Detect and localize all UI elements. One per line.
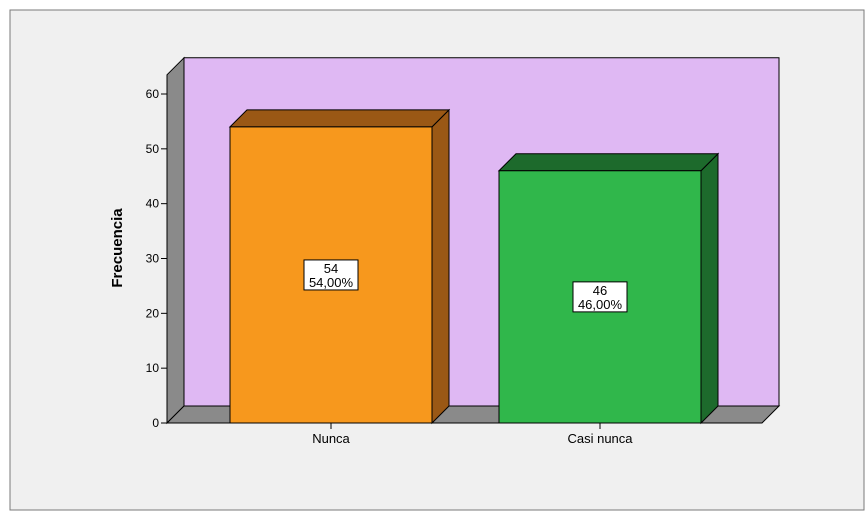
y-tick-label: 30 [146,252,160,266]
data-label-box [572,281,628,313]
x-axis-ticks: Nunca Casi nunca [312,423,633,446]
y-tick-label: 40 [146,197,160,211]
plot-side-wall [166,56,185,425]
x-tick-label: Nunca [312,431,350,446]
bar-side-1 [700,152,719,425]
y-axis-ticks: 0 10 20 30 40 50 60 [146,87,167,430]
data-label-percent: 46,00% [578,297,623,312]
y-tick-label: 50 [146,142,160,156]
bar-top-1 [497,153,720,172]
data-label-box [303,259,359,291]
data-label-percent: 54,00% [309,275,354,290]
y-axis-title: Frecuencia [109,208,126,288]
y-tick-label: 0 [152,416,159,430]
y-tick-label: 10 [146,361,160,375]
y-tick-label: 60 [146,87,160,101]
bar-top-0 [228,109,451,128]
x-tick-label: Casi nunca [567,431,633,446]
data-label-count: 54 [324,261,338,276]
data-label-count: 46 [593,283,607,298]
bar-side-0 [431,108,450,425]
y-tick-label: 20 [146,306,160,320]
